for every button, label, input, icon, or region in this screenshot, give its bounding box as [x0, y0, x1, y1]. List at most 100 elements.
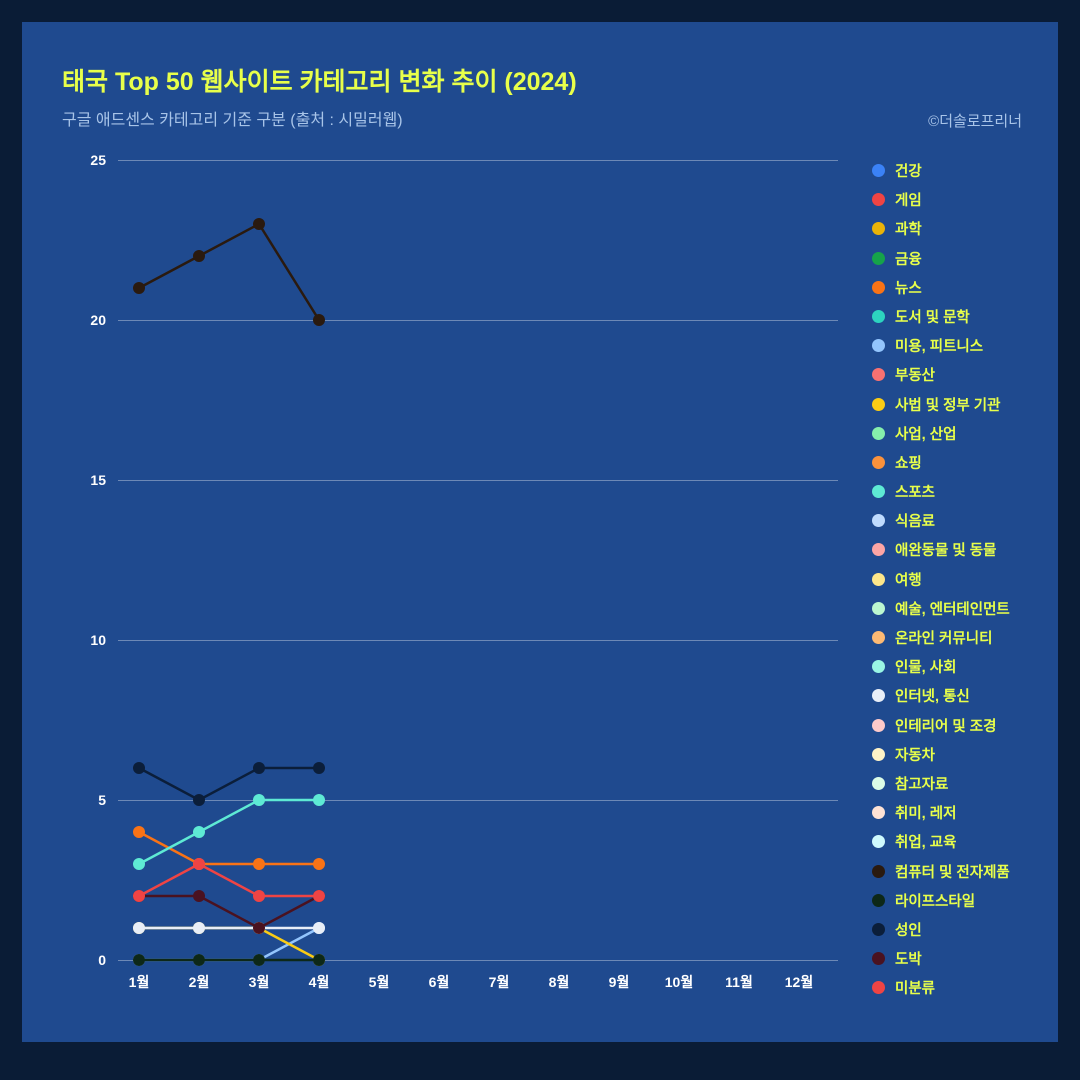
legend-label: 온라인 커뮤니티 — [895, 627, 992, 648]
legend-label: 성인 — [895, 919, 922, 940]
data-point[interactable] — [133, 858, 145, 870]
data-point[interactable] — [193, 858, 205, 870]
data-point[interactable] — [193, 922, 205, 934]
data-point[interactable] — [193, 250, 205, 262]
legend-dot-icon — [872, 368, 885, 381]
legend-item[interactable]: 예술, 엔터테인먼트 — [872, 598, 1030, 619]
legend-item[interactable]: 성인 — [872, 919, 1030, 940]
legend-dot-icon — [872, 894, 885, 907]
series-line — [139, 928, 319, 960]
data-point[interactable] — [253, 794, 265, 806]
chart-title: 태국 Top 50 웹사이트 카테고리 변화 추이 (2024) — [62, 62, 1030, 98]
y-axis-label: 15 — [90, 472, 118, 488]
data-point[interactable] — [253, 762, 265, 774]
legend-item[interactable]: 사업, 산업 — [872, 423, 1030, 444]
legend-dot-icon — [872, 514, 885, 527]
legend-item[interactable]: 도박 — [872, 948, 1030, 969]
legend-label: 부동산 — [895, 364, 935, 385]
legend-dot-icon — [872, 193, 885, 206]
legend-label: 참고자료 — [895, 773, 948, 794]
data-point[interactable] — [133, 282, 145, 294]
y-axis-label: 25 — [90, 152, 118, 168]
legend: 건강게임과학금융뉴스도서 및 문학미용, 피트니스부동산사법 및 정부 기관사업… — [852, 160, 1030, 1006]
legend-item[interactable]: 참고자료 — [872, 773, 1030, 794]
legend-dot-icon — [872, 543, 885, 556]
data-point[interactable] — [253, 890, 265, 902]
legend-dot-icon — [872, 631, 885, 644]
legend-item[interactable]: 라이프스타일 — [872, 890, 1030, 911]
legend-item[interactable]: 취업, 교육 — [872, 831, 1030, 852]
legend-dot-icon — [872, 339, 885, 352]
data-point[interactable] — [313, 762, 325, 774]
data-point[interactable] — [133, 922, 145, 934]
data-point[interactable] — [313, 922, 325, 934]
legend-item[interactable]: 자동차 — [872, 744, 1030, 765]
legend-dot-icon — [872, 719, 885, 732]
legend-label: 컴퓨터 및 전자제품 — [895, 861, 1010, 882]
legend-item[interactable]: 스포츠 — [872, 481, 1030, 502]
legend-label: 애완동물 및 동물 — [895, 539, 996, 560]
data-point[interactable] — [313, 794, 325, 806]
x-axis-label: 12월 — [785, 960, 813, 992]
data-point[interactable] — [253, 954, 265, 966]
data-point[interactable] — [193, 794, 205, 806]
legend-item[interactable]: 식음료 — [872, 510, 1030, 531]
data-point[interactable] — [133, 826, 145, 838]
legend-item[interactable]: 뉴스 — [872, 277, 1030, 298]
legend-item[interactable]: 사법 및 정부 기관 — [872, 394, 1030, 415]
legend-item[interactable]: 과학 — [872, 218, 1030, 239]
legend-item[interactable]: 컴퓨터 및 전자제품 — [872, 861, 1030, 882]
data-point[interactable] — [253, 218, 265, 230]
data-point[interactable] — [313, 954, 325, 966]
legend-item[interactable]: 미분류 — [872, 977, 1030, 998]
x-axis-label: 7월 — [489, 960, 510, 992]
x-axis-label: 6월 — [429, 960, 450, 992]
legend-item[interactable]: 여행 — [872, 569, 1030, 590]
y-axis-label: 0 — [98, 952, 118, 968]
legend-label: 라이프스타일 — [895, 890, 975, 911]
legend-dot-icon — [872, 310, 885, 323]
data-point[interactable] — [313, 314, 325, 326]
legend-label: 건강 — [895, 160, 922, 181]
series-line — [139, 928, 319, 960]
legend-item[interactable]: 인테리어 및 조경 — [872, 715, 1030, 736]
data-point[interactable] — [133, 762, 145, 774]
x-axis-label: 5월 — [369, 960, 390, 992]
legend-dot-icon — [872, 164, 885, 177]
data-point[interactable] — [193, 890, 205, 902]
data-point[interactable] — [193, 954, 205, 966]
series-line — [139, 768, 319, 800]
legend-dot-icon — [872, 981, 885, 994]
legend-item[interactable]: 금융 — [872, 248, 1030, 269]
legend-label: 금융 — [895, 248, 922, 269]
legend-label: 도박 — [895, 948, 922, 969]
data-point[interactable] — [313, 858, 325, 870]
legend-item[interactable]: 취미, 레저 — [872, 802, 1030, 823]
legend-label: 도서 및 문학 — [895, 306, 970, 327]
data-point[interactable] — [253, 922, 265, 934]
data-point[interactable] — [133, 890, 145, 902]
chart-area: 05101520251월2월3월4월5월6월7월8월9월10월11월12월 — [62, 160, 852, 1000]
legend-item[interactable]: 인물, 사회 — [872, 656, 1030, 677]
legend-item[interactable]: 부동산 — [872, 364, 1030, 385]
legend-item[interactable]: 애완동물 및 동물 — [872, 539, 1030, 560]
data-point[interactable] — [253, 858, 265, 870]
legend-item[interactable]: 게임 — [872, 189, 1030, 210]
legend-item[interactable]: 인터넷, 통신 — [872, 685, 1030, 706]
legend-label: 사업, 산업 — [895, 423, 956, 444]
legend-label: 자동차 — [895, 744, 935, 765]
legend-label: 인터넷, 통신 — [895, 685, 970, 706]
legend-dot-icon — [872, 777, 885, 790]
legend-item[interactable]: 미용, 피트니스 — [872, 335, 1030, 356]
legend-item[interactable]: 건강 — [872, 160, 1030, 181]
legend-item[interactable]: 도서 및 문학 — [872, 306, 1030, 327]
data-point[interactable] — [193, 826, 205, 838]
data-point[interactable] — [313, 890, 325, 902]
legend-dot-icon — [872, 485, 885, 498]
data-point[interactable] — [133, 954, 145, 966]
series-line — [139, 224, 319, 320]
legend-item[interactable]: 온라인 커뮤니티 — [872, 627, 1030, 648]
legend-dot-icon — [872, 952, 885, 965]
legend-item[interactable]: 쇼핑 — [872, 452, 1030, 473]
x-axis-label: 10월 — [665, 960, 693, 992]
